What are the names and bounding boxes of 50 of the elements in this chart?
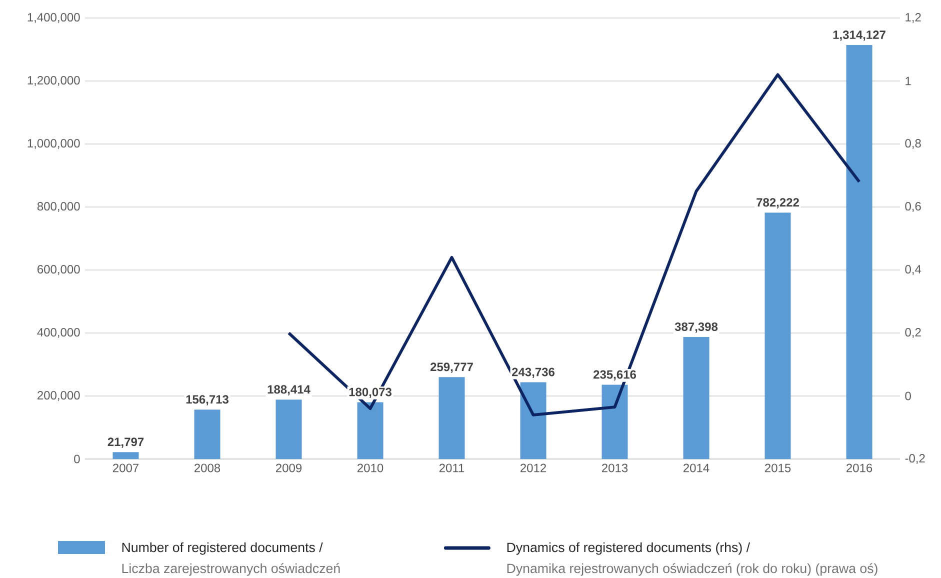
data-label: 259,777 <box>430 362 473 373</box>
legend-label: Dynamics of registered documents (rhs) / <box>507 542 750 555</box>
data-label: 1,314,127 <box>833 30 886 41</box>
data-label: 156,713 <box>186 395 228 406</box>
y-tick-label: 1,400,000 <box>28 13 80 23</box>
text: Liczba zarejestrowanych oświadczeń <box>122 563 340 576</box>
x-tick-label: 2015 <box>765 464 791 472</box>
y-tick-label: 1,000,000 <box>28 139 80 149</box>
bar <box>764 212 791 459</box>
y2-tick-label: -0,2 <box>905 454 925 464</box>
legend-label: Number of registered documents / <box>122 542 323 555</box>
data-label: 21,797 <box>108 438 144 448</box>
data-label: 188,414 <box>268 385 310 396</box>
y-tick-label: 200,000 <box>38 391 80 401</box>
y2-tick-label: 0,4 <box>905 265 922 275</box>
bar <box>520 382 546 459</box>
x-tick-label: 2016 <box>846 464 872 472</box>
bar <box>276 400 302 459</box>
x-tick-label: 2014 <box>684 464 710 472</box>
x-tick-label: 2011 <box>439 464 464 472</box>
data-label: 235,616 <box>593 370 636 381</box>
x-tick-label: 2010 <box>358 464 384 472</box>
bar <box>846 45 872 459</box>
data-label: 782,222 <box>756 198 799 208</box>
x-tick-label: 2007 <box>113 464 138 472</box>
y-tick-label: 0 <box>74 454 80 464</box>
y2-tick-label: 1 <box>906 76 911 86</box>
bar <box>194 410 220 459</box>
bar <box>357 402 384 459</box>
y2-tick-label: 0 <box>905 392 911 400</box>
x-tick-label: 2008 <box>194 464 220 472</box>
bar <box>112 452 139 459</box>
text: Dynamika rejestrowanych oświadczeń (rok do roku) (prawa oś) <box>507 563 878 576</box>
bar <box>438 377 465 459</box>
y2-tick-label: 0,2 <box>905 328 921 338</box>
data-label: 387,398 <box>674 322 718 333</box>
data-label: 180,073 <box>349 388 392 398</box>
x-tick-label: 2009 <box>276 464 302 472</box>
y-tick-label: 800,000 <box>37 202 80 212</box>
x-tick-label: 2013 <box>602 464 628 472</box>
data-label: 243,736 <box>512 368 554 378</box>
x-tick-label: 2012 <box>520 464 546 472</box>
y2-tick-label: 0,8 <box>905 139 921 149</box>
bar <box>683 336 710 459</box>
y-tick-label: 600,000 <box>38 265 80 275</box>
y2-tick-label: 0,6 <box>905 202 921 212</box>
bar <box>602 384 628 459</box>
y2-tick-label: 1,2 <box>906 13 921 23</box>
y-tick-label: 1,200,000 <box>28 76 80 86</box>
y-tick-label: 400,000 <box>37 328 80 338</box>
